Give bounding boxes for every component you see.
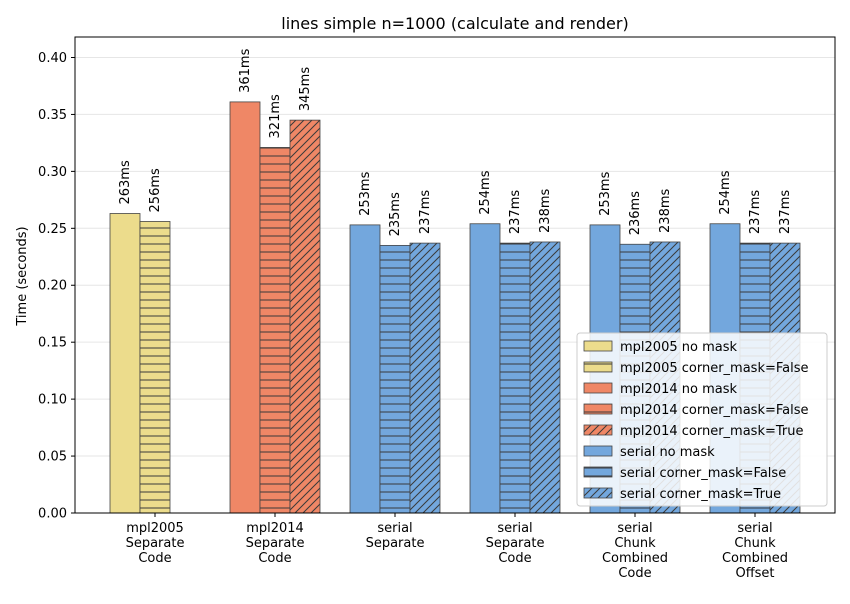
bar-value-label: 238ms <box>658 188 673 232</box>
bar-value-label: 256ms <box>148 168 163 212</box>
bar-value-label: 236ms <box>628 191 643 235</box>
legend-swatch <box>583 403 613 415</box>
chart-title: lines simple n=1000 (calculate and rende… <box>281 14 628 33</box>
axes: 0.00 0.05 0.10 0.15 0.20 0.25 0.30 0.35 0.40 mpl2… <box>38 36 836 581</box>
bar <box>409 242 441 514</box>
x-tick-label: Chunk <box>734 536 776 551</box>
x-tick-label: Offset <box>735 566 774 581</box>
bar-value-labels: 263ms 256ms 361ms 321ms 345ms 253ms 235ms 237ms… <box>118 48 793 236</box>
bar-value-label: 237ms <box>748 190 763 234</box>
bar <box>499 242 531 514</box>
grid-lines <box>75 56 835 514</box>
bar <box>259 147 291 514</box>
y-tick-label: 0.35 <box>38 108 67 123</box>
bar-value-label: 254ms <box>718 170 733 214</box>
legend-swatch <box>583 424 613 436</box>
bar <box>349 224 381 514</box>
bar <box>109 213 141 514</box>
x-tick-label: Separate <box>486 536 545 551</box>
x-tick-label: Code <box>498 551 531 566</box>
bar <box>229 101 261 514</box>
legend-label: mpl2005 no mask <box>620 340 737 355</box>
bar-value-label: 253ms <box>598 171 613 215</box>
x-tick-label: Separate <box>366 536 425 551</box>
bar-value-label: 345ms <box>298 67 313 111</box>
bar-value-label: 263ms <box>118 160 133 204</box>
bar <box>139 221 171 514</box>
bar-value-label: 237ms <box>778 190 793 234</box>
x-tick-label: mpl2005 <box>126 521 184 536</box>
bar <box>379 244 411 514</box>
x-tick-label: serial <box>377 521 412 536</box>
x-tick-label: Separate <box>246 536 305 551</box>
bar-value-label: 237ms <box>508 190 523 234</box>
x-tick-label: Code <box>618 566 651 581</box>
legend-label: serial no mask <box>620 445 715 460</box>
bar-value-label: 254ms <box>478 170 493 214</box>
x-tick-label: mpl2014 <box>246 521 304 536</box>
legend-label: mpl2005 corner_mask=False <box>620 361 809 376</box>
legend-label: mpl2014 no mask <box>620 382 737 397</box>
legend-box <box>576 332 828 507</box>
y-tick-label: 0.30 <box>38 165 67 180</box>
y-tick-label: 0.25 <box>38 222 67 237</box>
y-tick-label: 0.40 <box>38 51 67 66</box>
legend-swatch <box>583 382 613 394</box>
bar-value-label: 237ms <box>418 190 433 234</box>
y-tick-label: 0.15 <box>38 336 67 351</box>
legend-swatch <box>583 466 613 478</box>
x-tick-label: Code <box>138 551 171 566</box>
legend-label: mpl2014 corner_mask=True <box>620 424 803 439</box>
x-tick-label: Combined <box>602 551 668 566</box>
y-tick-label: 0.05 <box>38 450 67 465</box>
legend-swatch <box>583 361 613 373</box>
legend-label: serial corner_mask=False <box>620 466 786 481</box>
legend: mpl2005 no mask mpl2005 corner_mask=False… <box>576 332 828 507</box>
bar-value-label: 238ms <box>538 188 553 232</box>
y-tick-label: 0.20 <box>38 279 67 294</box>
bar <box>289 119 321 514</box>
bar <box>469 223 501 514</box>
x-tick-label: serial <box>617 521 652 536</box>
bar-value-label: 361ms <box>238 48 253 92</box>
bar-value-label: 253ms <box>358 171 373 215</box>
plot-frame <box>74 36 836 514</box>
x-tick-label: Combined <box>722 551 788 566</box>
bar <box>529 241 561 514</box>
legend-swatch <box>583 487 613 499</box>
legend-swatch <box>583 340 613 352</box>
x-tick-label: Chunk <box>614 536 656 551</box>
x-tick-label: Separate <box>126 536 185 551</box>
legend-swatch <box>583 445 613 457</box>
y-tick-label: 0.00 <box>38 507 67 522</box>
x-tick-label: Code <box>258 551 291 566</box>
legend-label: serial corner_mask=True <box>620 487 781 502</box>
bar-value-label: 321ms <box>268 94 283 138</box>
x-tick-label: serial <box>737 521 772 536</box>
legend-label: mpl2014 corner_mask=False <box>620 403 809 418</box>
x-tick-label: serial <box>497 521 532 536</box>
bar-value-label: 235ms <box>388 192 403 236</box>
y-tick-label: 0.10 <box>38 393 67 408</box>
y-axis-label: Time (seconds) <box>15 226 30 326</box>
